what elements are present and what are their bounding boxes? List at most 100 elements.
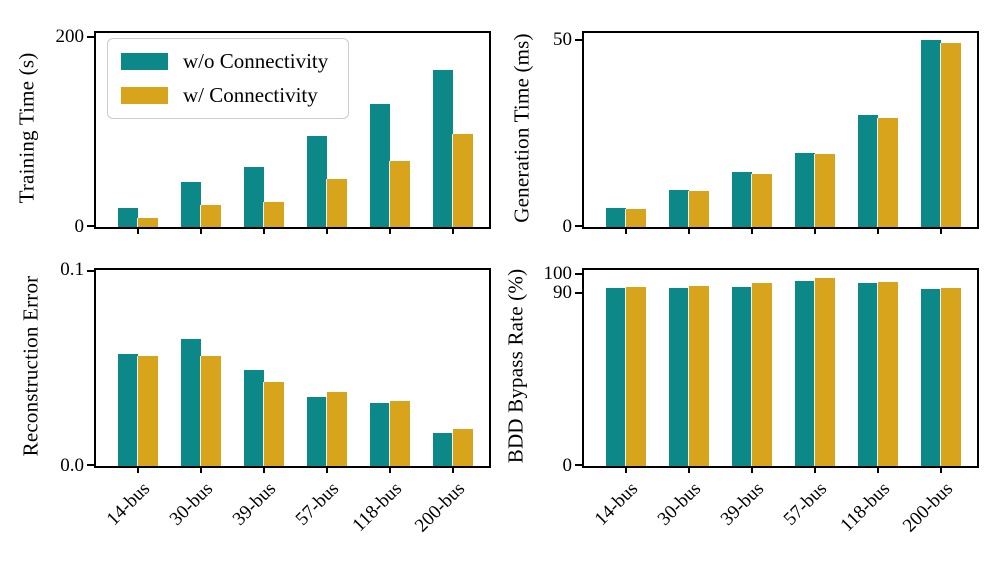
x-tick-mark — [751, 227, 754, 234]
without-connectivity-bar-57-bus — [795, 153, 816, 227]
x-tick-mark — [326, 227, 329, 234]
x-tick-mark — [625, 466, 628, 473]
with-connectivity-bar-200-bus — [453, 428, 474, 466]
with-connectivity-bar-30-bus — [689, 190, 710, 227]
x-tick-mark — [940, 466, 943, 473]
x-tick-mark — [389, 227, 392, 234]
without-connectivity-bar-200-bus — [921, 40, 942, 227]
x-tick-mark — [389, 466, 392, 473]
x-tick-mark — [326, 466, 329, 473]
without-connectivity-bar-39-bus — [732, 286, 753, 466]
x-tick-mark — [814, 466, 817, 473]
y-tick-mark — [575, 39, 582, 42]
with-connectivity-bar-14-bus — [626, 208, 647, 227]
x-tick-mark — [452, 227, 455, 234]
x-tick-mark — [200, 227, 203, 234]
x-tick-mark — [137, 227, 140, 234]
y-tick-mark — [575, 464, 582, 466]
plot-training-time: w/o Connectivity w/ Connectivity 0 200 — [56, 26, 491, 237]
without-connectivity-bar-30-bus — [181, 182, 202, 227]
without-connectivity-bar-14-bus — [118, 354, 139, 466]
with-connectivity-bar-118-bus — [390, 161, 411, 227]
y-tick-mark — [87, 270, 94, 272]
with-connectivity-bar-39-bus — [264, 202, 285, 227]
x-tick-mark — [200, 466, 203, 473]
x-tick-mark — [625, 227, 628, 234]
without-connectivity-bar-200-bus — [921, 288, 942, 466]
legend-label-without-connectivity: w/o Connectivity — [183, 49, 329, 73]
y-tick-label: 200 — [55, 25, 85, 47]
with-connectivity-bar-39-bus — [752, 173, 773, 227]
without-connectivity-bar-57-bus — [307, 135, 328, 227]
without-connectivity-bar-14-bus — [606, 288, 627, 466]
without-connectivity-bar-39-bus — [244, 167, 265, 227]
without-connectivity-bar-200-bus — [433, 70, 454, 227]
x-tick-mark — [940, 227, 943, 234]
with-connectivity-bar-200-bus — [941, 288, 962, 466]
with-connectivity-bar-30-bus — [201, 205, 222, 227]
without-connectivity-bar-118-bus — [370, 104, 391, 227]
y-axis-label-reconstruction-error: Reconstruction Error — [18, 275, 43, 457]
y-tick-mark — [87, 464, 94, 466]
x-tick-mark — [751, 466, 754, 473]
without-connectivity-bar-39-bus — [244, 369, 265, 466]
with-connectivity-bar-200-bus — [453, 133, 474, 227]
y-tick-label: 100 — [543, 262, 573, 284]
y-tick-mark — [87, 35, 94, 38]
legend-swatch-with-connectivity-icon — [121, 87, 168, 104]
with-connectivity-bar-200-bus — [941, 43, 962, 227]
legend-item-with-connectivity: w/ Connectivity — [121, 84, 328, 107]
y-tick-label: 0 — [562, 216, 573, 237]
y-tick-label: 50 — [553, 29, 572, 51]
plot-bdd-bypass-rate: 0 90 100 14-bus 30-bus 39-bus 57-bus 118-bus 200… — [544, 263, 979, 536]
legend-label-with-connectivity: w/ Connectivity — [183, 83, 318, 107]
without-connectivity-bar-118-bus — [858, 115, 879, 227]
y-tick-mark — [575, 292, 582, 295]
without-connectivity-bar-118-bus — [370, 403, 391, 466]
x-tick-mark — [688, 466, 691, 473]
plot-reconstruction-error: 0.0 0.1 14-bus 30-bus 39-bus 57-bus 118-bus 200… — [60, 259, 491, 536]
without-connectivity-bar-30-bus — [669, 287, 690, 466]
y-tick-label: 0.1 — [60, 259, 84, 280]
y-axis-label-training-time: Training Time (s) — [14, 52, 39, 204]
with-connectivity-bar-14-bus — [138, 218, 159, 227]
y-tick-mark — [575, 272, 582, 275]
with-connectivity-bar-57-bus — [327, 391, 348, 466]
x-tick-mark — [877, 227, 880, 234]
with-connectivity-bar-14-bus — [626, 286, 647, 466]
with-connectivity-bar-39-bus — [264, 381, 285, 466]
x-tick-mark — [263, 227, 266, 234]
legend: w/o Connectivity w/ Connectivity — [107, 38, 350, 119]
without-connectivity-bar-14-bus — [606, 208, 627, 227]
y-axis-label-generation-time: Generation Time (ms) — [509, 33, 534, 223]
y-tick-mark — [87, 225, 94, 227]
without-connectivity-bar-14-bus — [118, 207, 139, 227]
x-tick-mark — [263, 466, 266, 473]
with-connectivity-bar-57-bus — [815, 154, 836, 227]
without-connectivity-bar-39-bus — [732, 172, 753, 227]
with-connectivity-bar-30-bus — [689, 286, 710, 466]
with-connectivity-bar-30-bus — [201, 356, 222, 466]
with-connectivity-bar-118-bus — [878, 118, 899, 227]
with-connectivity-bar-118-bus — [878, 282, 899, 466]
y-tick-mark — [575, 225, 582, 227]
legend-item-without-connectivity: w/o Connectivity — [121, 50, 328, 73]
without-connectivity-bar-118-bus — [858, 282, 879, 466]
without-connectivity-bar-30-bus — [181, 338, 202, 466]
y-tick-label: 0 — [74, 216, 85, 237]
x-tick-mark — [814, 227, 817, 234]
without-connectivity-bar-57-bus — [307, 397, 328, 466]
without-connectivity-bar-57-bus — [795, 280, 816, 466]
with-connectivity-bar-57-bus — [815, 278, 836, 466]
y-tick-label: 0 — [562, 455, 573, 476]
y-tick-label: 90 — [553, 282, 572, 304]
without-connectivity-bar-30-bus — [669, 190, 690, 227]
y-tick-label: 0.0 — [60, 455, 84, 476]
with-connectivity-bar-57-bus — [327, 178, 348, 227]
with-connectivity-bar-14-bus — [138, 356, 159, 466]
with-connectivity-bar-39-bus — [752, 283, 773, 466]
legend-swatch-without-connectivity-icon — [121, 53, 168, 70]
plot-generation-time: 0 50 — [553, 29, 979, 237]
x-tick-mark — [137, 466, 140, 473]
